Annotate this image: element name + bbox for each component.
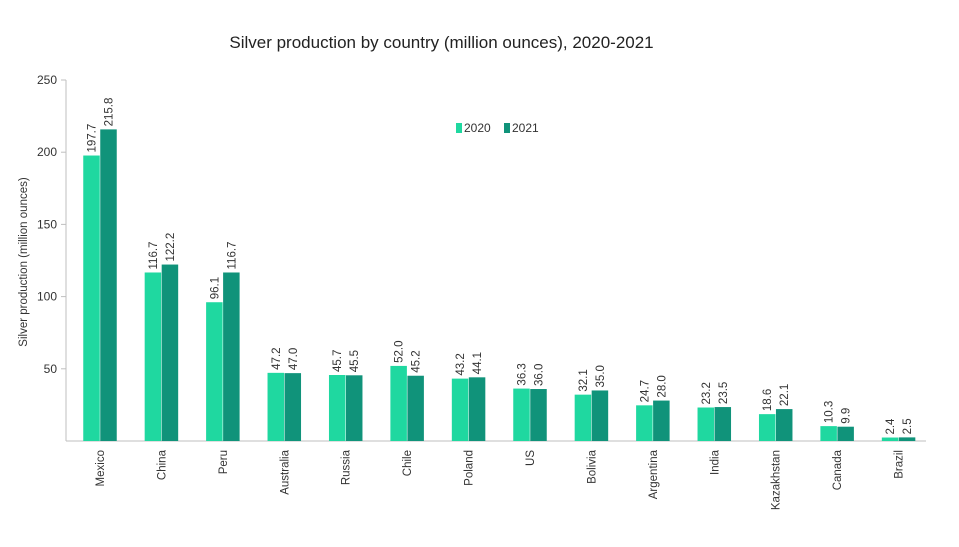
- data-label-2021-argentina: 28.0: [656, 375, 668, 397]
- bar-2020-china: [144, 272, 162, 441]
- data-label-2021-canada: 9.9: [841, 408, 853, 424]
- category-label-brazil: Brazil: [894, 450, 906, 479]
- data-label-2020-kazakhstan: 18.6: [762, 389, 774, 411]
- legend-swatch-2020: [456, 123, 462, 133]
- bar-2021-argentina: [653, 400, 670, 441]
- data-label-2020-china: 116.7: [148, 242, 160, 270]
- data-label-2021-bolivia: 35.0: [595, 365, 607, 387]
- bar-2020-us: [513, 388, 530, 441]
- bar-2021-mexico: [100, 129, 117, 441]
- data-label-2021-peru: 116.7: [226, 242, 238, 270]
- bar-2020-russia: [328, 375, 346, 441]
- data-label-2020-brazil: 2.4: [885, 418, 897, 435]
- y-tick-label: 100: [37, 290, 57, 304]
- bar-2020-australia: [267, 372, 285, 441]
- chart-title: Silver production by country (million ou…: [229, 33, 654, 52]
- data-label-2021-kazakhstan: 22.1: [779, 384, 791, 406]
- data-label-2020-argentina: 24.7: [639, 380, 651, 402]
- bar-2021-chile: [407, 375, 424, 441]
- legend-swatch-2021: [504, 123, 510, 133]
- bar-2021-kazakhstan: [775, 409, 793, 441]
- category-label-chile: Chile: [402, 450, 414, 476]
- category-label-russia: Russia: [341, 449, 353, 485]
- data-label-2020-peru: 96.1: [209, 277, 221, 299]
- data-label-2020-chile: 52.0: [394, 341, 406, 363]
- category-label-mexico: Mexico: [95, 450, 107, 486]
- data-label-2020-us: 36.3: [517, 363, 529, 385]
- bar-2021-china: [161, 264, 179, 441]
- y-axis: 50 100 150 200 250: [37, 73, 67, 441]
- legend-label-2020: 2020: [464, 121, 491, 135]
- data-label-2021-chile: 45.2: [411, 350, 423, 372]
- bar-2020-kazakhstan: [758, 414, 776, 441]
- bar-2021-poland: [468, 377, 486, 441]
- category-labels: Mexico China Peru Australia Russia Chile Polan…: [95, 449, 906, 510]
- data-label-2020-poland: 43.2: [455, 353, 467, 375]
- bar-2020-poland: [451, 378, 469, 441]
- bar-2021-peru: [223, 272, 240, 441]
- data-label-2020-russia: 45.7: [332, 350, 344, 372]
- legend: 2020 2021: [456, 121, 539, 135]
- bar-2020-argentina: [636, 405, 653, 441]
- legend-label-2021: 2021: [512, 121, 539, 135]
- data-label-2021-russia: 45.5: [349, 350, 361, 372]
- data-label-2021-us: 36.0: [534, 364, 546, 386]
- y-tick-label: 200: [37, 145, 57, 159]
- bar-2020-peru: [206, 302, 223, 441]
- category-label-bolivia: Bolivia: [586, 449, 598, 483]
- data-label-2021-india: 23.5: [718, 382, 730, 404]
- y-tick-label: 150: [37, 217, 57, 231]
- bars: [83, 129, 916, 442]
- bar-2020-chile: [390, 365, 407, 441]
- data-label-2020-bolivia: 32.1: [578, 369, 590, 391]
- data-label-2021-china: 122.2: [165, 233, 177, 262]
- y-tick-label: 50: [44, 362, 58, 376]
- category-label-india: India: [709, 449, 721, 475]
- bar-2020-india: [697, 407, 715, 441]
- data-label-2020-canada: 10.3: [824, 401, 836, 423]
- bar-2021-australia: [284, 373, 302, 441]
- bar-2020-canada: [820, 426, 837, 441]
- data-label-2020-india: 23.2: [701, 382, 713, 404]
- bar-2021-india: [714, 407, 732, 441]
- category-label-us: US: [525, 450, 537, 466]
- bar-2020-mexico: [83, 155, 100, 442]
- data-label-2021-brazil: 2.5: [902, 418, 914, 434]
- category-label-australia: Australia: [279, 449, 291, 494]
- bar-2020-bolivia: [574, 394, 592, 441]
- data-label-2021-australia: 47.0: [288, 348, 300, 370]
- bar-2021-bolivia: [591, 390, 609, 441]
- bar-2021-brazil: [898, 437, 916, 441]
- bar-2021-russia: [345, 375, 363, 441]
- category-label-canada: Canada: [832, 449, 844, 490]
- data-label-2020-mexico: 197.7: [87, 124, 99, 153]
- category-label-poland: Poland: [464, 450, 476, 486]
- y-tick-label: 250: [37, 73, 57, 87]
- data-label-2021-poland: 44.1: [472, 352, 484, 374]
- data-label-2021-mexico: 215.8: [103, 98, 115, 127]
- category-label-kazakhstan: Kazakhstan: [771, 450, 783, 510]
- y-axis-title: Silver production (million ounces): [18, 177, 30, 347]
- category-label-peru: Peru: [218, 450, 230, 474]
- bar-2020-brazil: [881, 437, 899, 441]
- bar-2021-canada: [837, 426, 854, 441]
- data-label-2020-australia: 47.2: [271, 347, 283, 369]
- bar-2021-us: [530, 389, 547, 441]
- category-label-argentina: Argentina: [648, 449, 660, 499]
- category-label-china: China: [156, 449, 168, 480]
- data-labels: 197.7 215.8 116.7 122.2 96.1 116.7 47.2 47.0 45.…: [87, 98, 915, 435]
